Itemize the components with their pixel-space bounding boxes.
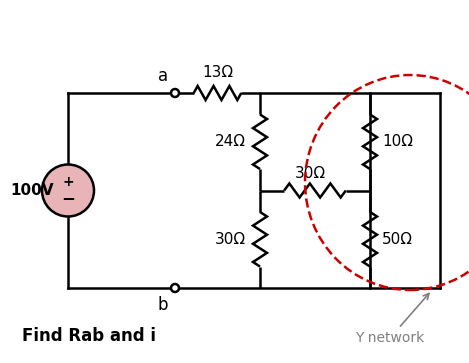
Text: +: +	[62, 175, 74, 189]
Circle shape	[42, 164, 94, 216]
Text: 24Ω: 24Ω	[215, 134, 246, 149]
Text: 13Ω: 13Ω	[202, 65, 233, 80]
Text: −: −	[61, 189, 75, 208]
Text: a: a	[158, 67, 168, 85]
Text: 30Ω: 30Ω	[215, 232, 246, 247]
Circle shape	[171, 284, 179, 292]
Text: b: b	[158, 296, 168, 314]
Text: 50Ω: 50Ω	[382, 232, 413, 247]
Text: 100V: 100V	[10, 183, 54, 198]
Text: Find Rab and i: Find Rab and i	[22, 327, 156, 345]
Circle shape	[171, 89, 179, 97]
Text: 30Ω: 30Ω	[295, 166, 325, 180]
Text: 10Ω: 10Ω	[382, 134, 413, 149]
Text: Y network: Y network	[356, 294, 429, 345]
